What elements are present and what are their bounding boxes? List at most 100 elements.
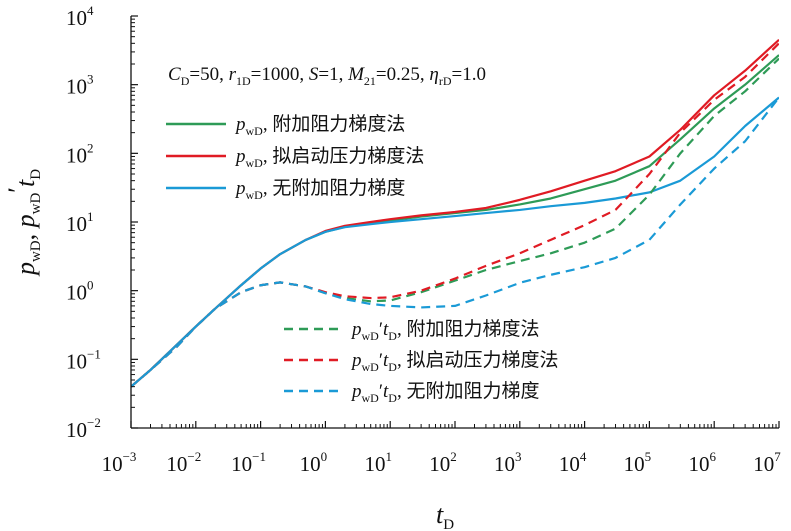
x-axis-title: tD bbox=[436, 500, 454, 531]
x-tick-label: 10−1 bbox=[231, 449, 266, 476]
x-tick-label: 105 bbox=[624, 449, 652, 476]
y-tick-label-base: 10 bbox=[66, 143, 87, 167]
legend-label: pwD′tD, 拟启动压力梯度法 bbox=[350, 349, 558, 374]
legend-var: p bbox=[234, 146, 246, 167]
y-axis-title: pwD, pwD′tD bbox=[3, 169, 44, 277]
legend-text-cn: 附加阻力梯度法 bbox=[272, 113, 405, 135]
series-line-6 bbox=[131, 96, 779, 388]
y-tick-label-exp: 4 bbox=[87, 3, 94, 18]
legend-t: t bbox=[383, 381, 389, 402]
y-axis-title-comma: , bbox=[11, 227, 40, 240]
legend-var: p bbox=[234, 178, 246, 199]
legend-sub: wD bbox=[362, 329, 380, 343]
x-axis-title-sub: D bbox=[443, 517, 454, 531]
x-tick-label: 107 bbox=[753, 449, 781, 476]
legend-sub: wD bbox=[362, 391, 380, 405]
annotation-part: M bbox=[347, 64, 365, 85]
annotation-part: =1000, bbox=[251, 64, 309, 85]
x-tick-label-exp: 7 bbox=[774, 449, 781, 464]
x-tick-label: 102 bbox=[429, 449, 457, 476]
y-tick-label: 102 bbox=[66, 140, 94, 167]
legend-comma: , bbox=[263, 114, 273, 135]
legend-t: t bbox=[383, 319, 389, 340]
legend-label: pwD, 拟启动压力梯度法 bbox=[234, 145, 424, 170]
x-tick-label: 10−2 bbox=[166, 449, 201, 476]
x-tick-label-base: 10 bbox=[494, 452, 515, 476]
legend-text-cn: 附加阻力梯度法 bbox=[406, 318, 539, 340]
legend-t-sub: D bbox=[388, 360, 397, 374]
legend-sub: wD bbox=[362, 360, 380, 374]
x-tick-label-exp: 5 bbox=[645, 449, 652, 464]
x-tick-label-exp: −1 bbox=[252, 449, 266, 464]
legend-var: p bbox=[350, 381, 362, 402]
y-axis-title-sub2: wD bbox=[28, 193, 44, 215]
legend-text-cn: 拟启动压力梯度法 bbox=[406, 349, 558, 371]
y-tick-label-exp: −2 bbox=[87, 415, 101, 430]
legend-sub: wD bbox=[246, 124, 264, 138]
series-line-3 bbox=[131, 96, 779, 388]
legend-label: pwD, 附加阻力梯度法 bbox=[234, 113, 405, 138]
x-tick-label-base: 10 bbox=[624, 452, 645, 476]
annotation-part: r bbox=[229, 64, 237, 85]
legend-prime: ′ bbox=[379, 319, 383, 340]
x-tick-label: 106 bbox=[688, 449, 716, 476]
x-tick-label-base: 10 bbox=[559, 452, 580, 476]
y-axis-title-t: t bbox=[11, 179, 40, 187]
y-tick-label: 101 bbox=[66, 209, 94, 236]
legend-text-cn: 无附加阻力梯度 bbox=[272, 177, 405, 199]
legend-prime: ′ bbox=[379, 350, 383, 371]
y-axis-title-p2: p bbox=[11, 214, 40, 229]
y-tick-label: 100 bbox=[66, 278, 94, 305]
x-tick-label-base: 10 bbox=[688, 452, 709, 476]
legend-comma: , bbox=[397, 350, 407, 371]
annotation-part: 1D bbox=[236, 74, 251, 88]
x-axis-title-var: t bbox=[436, 500, 444, 529]
y-tick-label-exp: −1 bbox=[87, 346, 101, 361]
legend-label: pwD′tD, 附加阻力梯度法 bbox=[350, 318, 539, 343]
annotation-layer: CD=50, r1D=1000, S=1, M21=0.25, ηrD=1.0 bbox=[168, 64, 486, 88]
y-tick-label: 104 bbox=[66, 3, 94, 30]
legend-prime: ′ bbox=[379, 381, 383, 402]
y-axis-title-p1: p bbox=[11, 262, 40, 277]
x-tick-label-exp: 2 bbox=[450, 449, 457, 464]
legend-t: t bbox=[383, 350, 389, 371]
parameter-annotation: CD=50, r1D=1000, S=1, M21=0.25, ηrD=1.0 bbox=[168, 64, 486, 88]
y-tick-label: 103 bbox=[66, 72, 94, 99]
x-tick-label: 10−3 bbox=[102, 449, 137, 476]
y-tick-label-base: 10 bbox=[66, 75, 87, 99]
x-tick-label: 103 bbox=[494, 449, 522, 476]
annotation-part: =1.0 bbox=[452, 64, 486, 85]
y-tick-label-base: 10 bbox=[66, 212, 87, 236]
x-tick-label-base: 10 bbox=[300, 452, 321, 476]
y-tick-label-base: 10 bbox=[66, 418, 87, 442]
x-tick-label-exp: −2 bbox=[187, 449, 201, 464]
x-tick-label-base: 10 bbox=[753, 452, 774, 476]
annotation-part: =50, bbox=[189, 64, 228, 85]
annotation-part: C bbox=[168, 64, 181, 85]
series-layer bbox=[131, 38, 779, 388]
legend-text-cn: 拟启动压力梯度法 bbox=[272, 145, 424, 167]
legend-text-cn: 无附加阻力梯度 bbox=[406, 380, 539, 402]
annotation-part: 21 bbox=[364, 74, 376, 88]
y-tick-label-exp: 0 bbox=[87, 278, 94, 293]
y-tick-label-base: 10 bbox=[66, 281, 87, 305]
legend-t-sub: D bbox=[388, 329, 397, 343]
annotation-part: =1, bbox=[318, 64, 348, 85]
y-tick-label-base: 10 bbox=[66, 6, 87, 30]
x-tick-label: 100 bbox=[300, 449, 328, 476]
annotation-part: η bbox=[429, 64, 438, 85]
ticks-layer: 10−3 10−2 10−1 100 101 102 103 104 105 106 10710−2… bbox=[66, 3, 781, 476]
annotation-part: rD bbox=[439, 74, 452, 88]
legend-comma: , bbox=[263, 146, 273, 167]
legend-label: pwD, 无附加阻力梯度 bbox=[234, 177, 405, 202]
legend-var: p bbox=[350, 350, 362, 371]
legend-var: p bbox=[234, 114, 246, 135]
x-tick-label-base: 10 bbox=[364, 452, 385, 476]
x-tick-label-exp: 4 bbox=[580, 449, 587, 464]
legend-comma: , bbox=[397, 319, 407, 340]
x-tick-label-exp: 1 bbox=[385, 449, 392, 464]
